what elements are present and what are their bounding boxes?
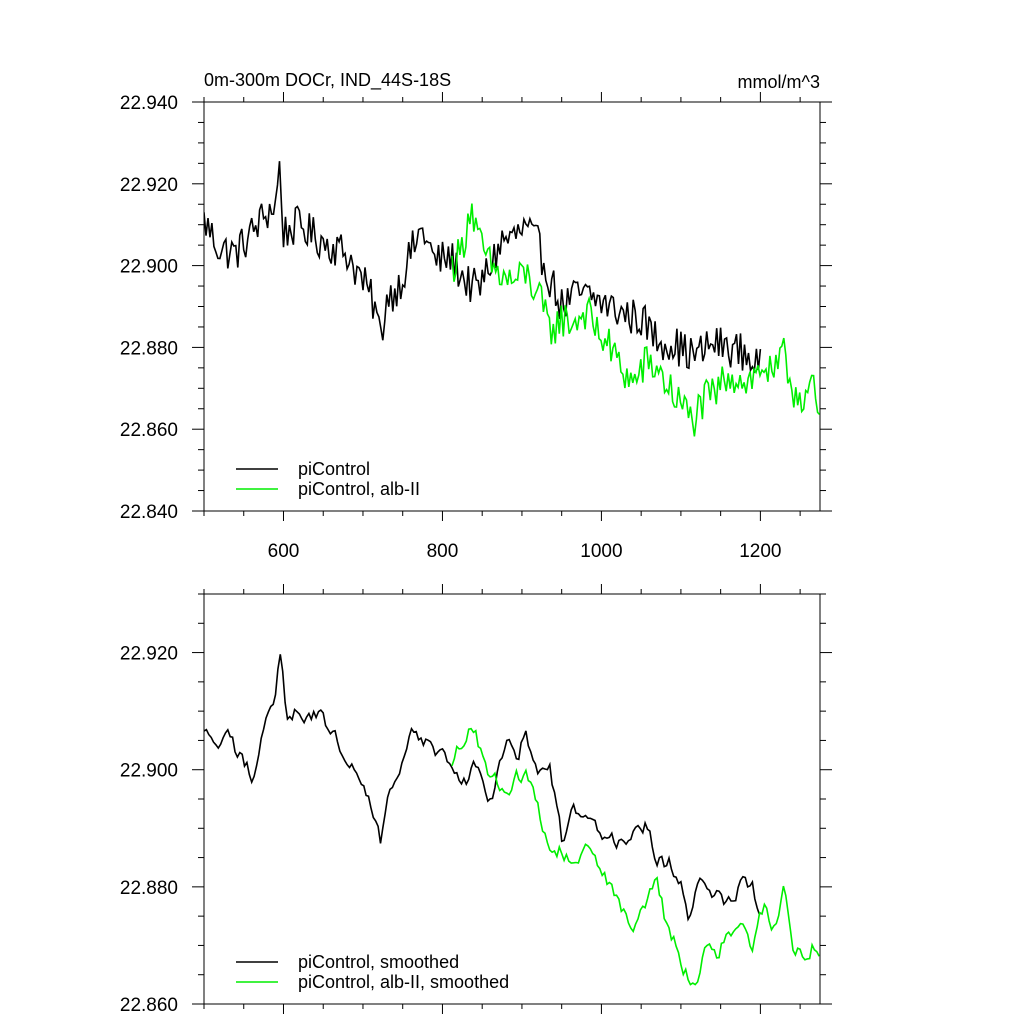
x-tick-label: 1200 xyxy=(739,541,781,562)
y-tick-label: 22.860 xyxy=(120,420,178,441)
series-line-0 xyxy=(204,161,762,374)
y-tick-label: 22.920 xyxy=(120,175,178,196)
series-line-1 xyxy=(451,203,820,437)
x-tick-label: 1000 xyxy=(580,541,622,562)
legend-label: piControl, alb-II, smoothed xyxy=(298,972,509,992)
series-line-0 xyxy=(204,654,761,922)
plot-frame xyxy=(203,101,821,512)
bottom-panel: 22.860 22.880 22.900 22.920 piControl, smoot… xyxy=(120,584,832,1016)
y-tick-label: 22.900 xyxy=(120,257,178,278)
legend-label: piControl, smoothed xyxy=(298,952,459,972)
plot-frame xyxy=(203,593,821,1005)
legend-label: piControl, alb-II xyxy=(298,479,420,499)
y-tick-label: 22.840 xyxy=(120,502,178,523)
chart-title: 0m-300m DOCr, IND_44S-18S xyxy=(204,70,451,91)
legend-label: piControl xyxy=(298,459,370,479)
x-tick-label: 800 xyxy=(427,541,459,562)
x-tick-label: 600 xyxy=(268,541,300,562)
y-tick-label: 22.900 xyxy=(120,761,178,782)
series-line-1 xyxy=(451,727,820,986)
top-panel: 600 800 1000 1200 22.840 22.860 22.880 22.900 22… xyxy=(120,92,832,562)
y-tick-label: 22.880 xyxy=(120,338,178,359)
y-tick-label: 22.860 xyxy=(120,995,178,1016)
y-tick-label: 22.920 xyxy=(120,644,178,665)
y-tick-label: 22.940 xyxy=(120,93,178,114)
y-tick-label: 22.880 xyxy=(120,878,178,899)
units-label: mmol/m^3 xyxy=(738,72,820,92)
